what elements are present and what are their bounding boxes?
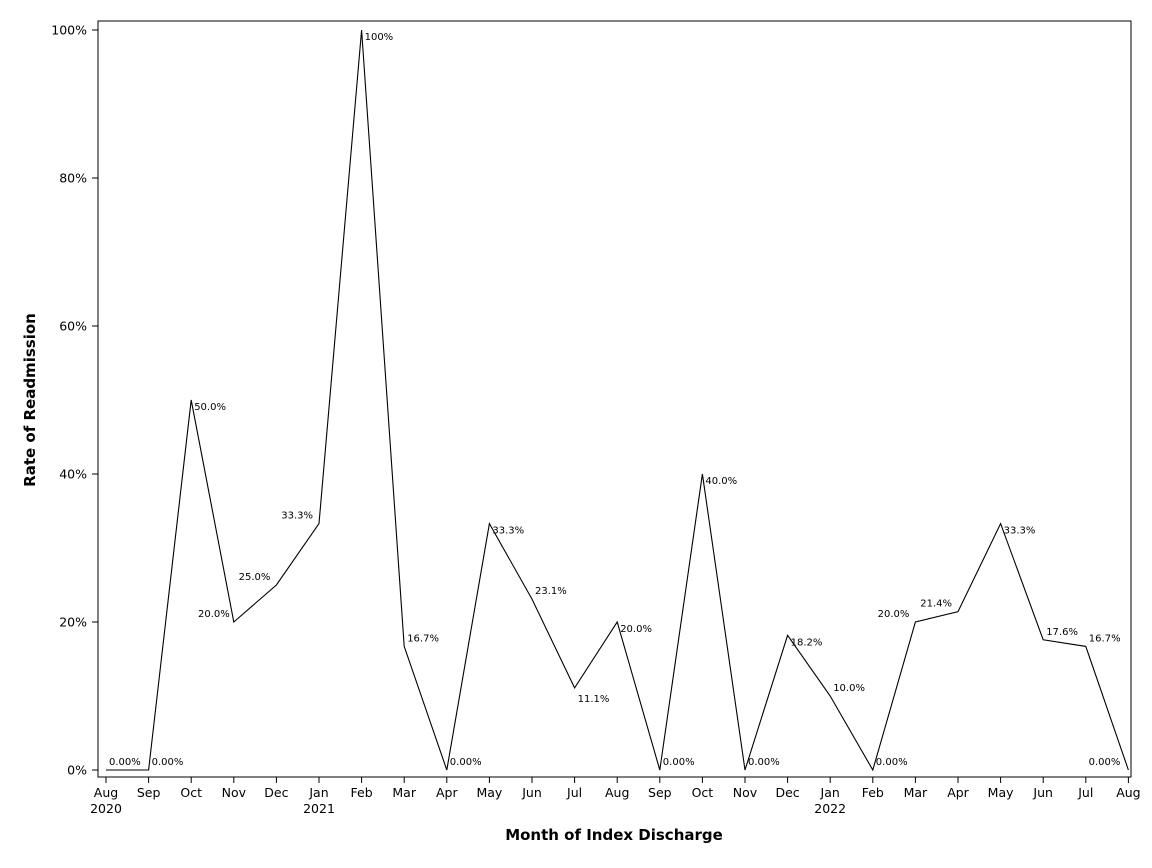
data-label: 33.3% <box>492 526 524 537</box>
data-label: 18.2% <box>791 637 823 648</box>
plot-frame <box>97 20 1132 778</box>
data-label: 20.0% <box>878 609 910 620</box>
data-label: 33.3% <box>1004 526 1036 537</box>
data-label: 33.3% <box>281 511 313 522</box>
data-label: 100% <box>365 32 394 43</box>
x-tick-label-month: May <box>988 785 1014 800</box>
x-tick-label-month: Nov <box>222 785 247 800</box>
x-tick-label-month: Feb <box>351 785 373 800</box>
x-tick-label-month: Jun <box>521 785 542 800</box>
y-tick-label: 20% <box>59 615 87 630</box>
y-tick-label: 80% <box>59 171 87 186</box>
data-label-group: 0.00% 0.00% 50.0% 20.0% 25.0% 33.3% 100% 16.7% 0… <box>109 32 1121 768</box>
data-label: 0.00% <box>748 757 780 768</box>
data-label: 21.4% <box>920 599 952 610</box>
x-tick-label-month: Dec <box>264 785 288 800</box>
x-tick-label-month: Aug <box>94 785 118 800</box>
x-tick-label-month: Sep <box>137 785 161 800</box>
x-tick-label-month: Aug <box>1116 785 1140 800</box>
data-label: 0.00% <box>450 757 482 768</box>
x-tick-label-year: 2021 <box>303 801 335 816</box>
x-tick-label-month: Sep <box>648 785 672 800</box>
data-label: 20.0% <box>620 624 652 635</box>
x-tick-label-month: Dec <box>775 785 799 800</box>
y-tick-label: 0% <box>67 763 87 778</box>
data-label: 0.00% <box>876 757 908 768</box>
data-label: 23.1% <box>535 586 567 597</box>
series-line <box>106 29 1129 772</box>
y-tick-label: 60% <box>59 319 87 334</box>
data-label: 16.7% <box>407 633 439 644</box>
data-label: 16.7% <box>1089 633 1121 644</box>
x-tick-label-month: Jul <box>1077 785 1093 800</box>
x-tick-label-month: Apr <box>947 785 969 800</box>
y-axis: 0% 20% 40% 60% 80% 100% <box>51 23 98 778</box>
data-label: 0.00% <box>109 757 141 768</box>
x-tick-label-month: Feb <box>862 785 884 800</box>
data-label: 25.0% <box>239 572 271 583</box>
x-tick-label-month: May <box>476 785 502 800</box>
data-label: 0.00% <box>663 757 695 768</box>
x-axis-title: Month of Index Discharge <box>505 826 723 844</box>
data-label: 0.00% <box>1089 757 1121 768</box>
y-tick-label: 100% <box>51 23 87 38</box>
x-tick-label-month: Mar <box>392 785 416 800</box>
y-axis-title: Rate of Readmission <box>21 313 39 487</box>
x-tick-label-month: Jul <box>566 785 582 800</box>
data-label: 50.0% <box>194 402 226 413</box>
data-label: 17.6% <box>1046 627 1078 638</box>
x-tick-label-month: Jun <box>1032 785 1053 800</box>
x-tick-label-month: Oct <box>692 785 714 800</box>
x-tick-label-year: 2020 <box>90 801 122 816</box>
x-tick-label-year: 2022 <box>814 801 846 816</box>
data-label: 11.1% <box>578 694 610 705</box>
series-line-group <box>106 29 1129 772</box>
x-tick-label-month: Apr <box>436 785 458 800</box>
y-tick-label: 40% <box>59 467 87 482</box>
x-tick-label-month: Oct <box>180 785 202 800</box>
data-label: 40.0% <box>705 476 737 487</box>
data-label: 20.0% <box>198 609 230 620</box>
data-label: 10.0% <box>833 683 865 694</box>
x-tick-label-month: Aug <box>605 785 629 800</box>
x-tick-label-month: Nov <box>733 785 758 800</box>
x-tick-label-month: Jan <box>308 785 328 800</box>
x-tick-label-month: Mar <box>904 785 928 800</box>
x-tick-label-month: Jan <box>820 785 840 800</box>
data-label: 0.00% <box>152 757 184 768</box>
